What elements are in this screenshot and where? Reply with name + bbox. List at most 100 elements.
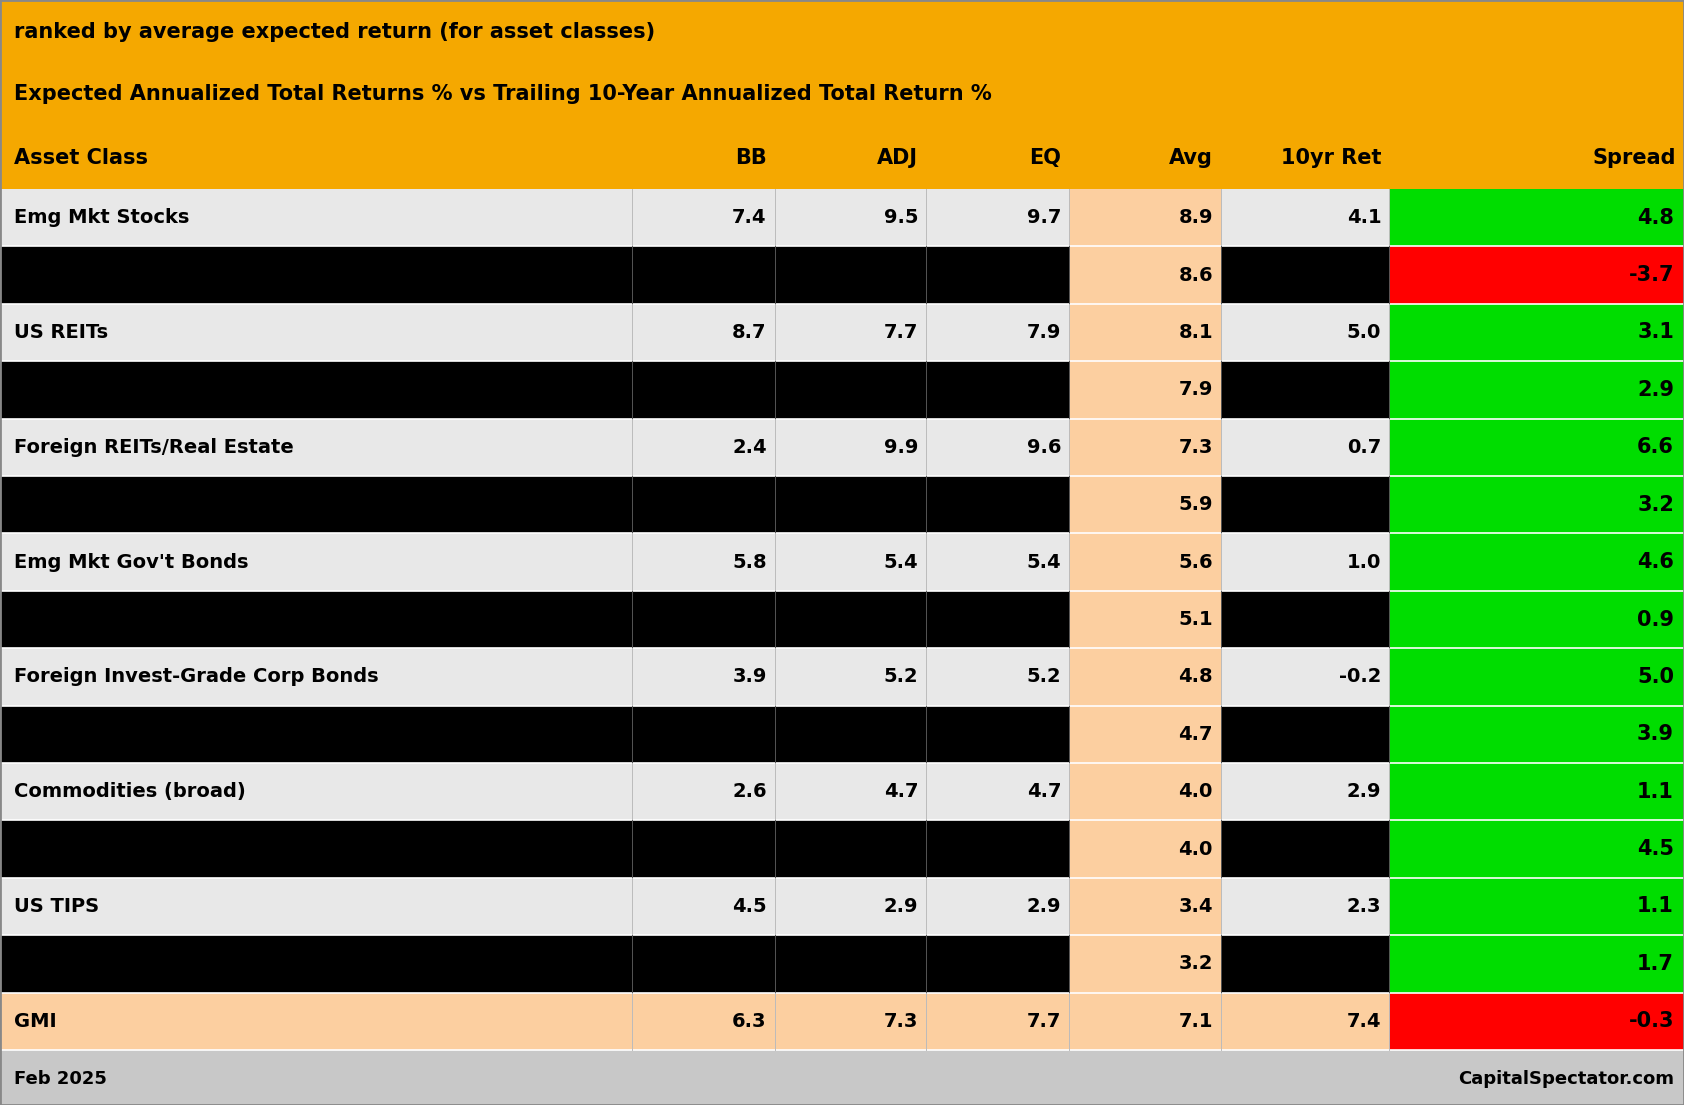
Bar bbox=[926, 304, 1069, 361]
Bar bbox=[1389, 706, 1684, 762]
Text: 2.9: 2.9 bbox=[1347, 782, 1381, 801]
Text: 9.6: 9.6 bbox=[1027, 438, 1061, 456]
Bar bbox=[926, 935, 1069, 992]
Text: Foreign REITs/Real Estate: Foreign REITs/Real Estate bbox=[13, 438, 293, 456]
Bar bbox=[926, 476, 1069, 534]
Bar bbox=[1069, 361, 1221, 419]
Bar bbox=[1069, 189, 1221, 246]
Bar bbox=[1389, 877, 1684, 935]
Text: BB: BB bbox=[734, 148, 766, 168]
Bar bbox=[1069, 992, 1221, 1050]
Text: 7.9: 7.9 bbox=[1179, 380, 1212, 399]
Bar bbox=[1389, 935, 1684, 992]
Text: 1.7: 1.7 bbox=[1637, 954, 1674, 974]
Bar bbox=[1221, 992, 1389, 1050]
Text: 4.8: 4.8 bbox=[1179, 667, 1212, 686]
Bar bbox=[1069, 706, 1221, 762]
Bar bbox=[775, 534, 926, 591]
Text: 6.3: 6.3 bbox=[733, 1012, 766, 1031]
Text: 2.9: 2.9 bbox=[1637, 380, 1674, 400]
Bar bbox=[775, 304, 926, 361]
Bar bbox=[632, 649, 775, 706]
Text: 2.9: 2.9 bbox=[1027, 897, 1061, 916]
Text: 8.7: 8.7 bbox=[733, 323, 766, 343]
Bar bbox=[926, 706, 1069, 762]
Text: -0.3: -0.3 bbox=[1628, 1011, 1674, 1031]
Bar bbox=[1221, 476, 1389, 534]
Bar bbox=[775, 649, 926, 706]
Bar bbox=[0, 935, 632, 992]
Text: -0.2: -0.2 bbox=[1339, 667, 1381, 686]
Bar bbox=[0, 304, 632, 361]
Bar bbox=[775, 820, 926, 877]
Text: 9.7: 9.7 bbox=[1027, 208, 1061, 228]
Text: 4.7: 4.7 bbox=[884, 782, 918, 801]
Bar bbox=[775, 591, 926, 649]
Text: 9.9: 9.9 bbox=[884, 438, 918, 456]
Text: ADJ: ADJ bbox=[877, 148, 918, 168]
Bar bbox=[0, 419, 632, 476]
Bar bbox=[632, 877, 775, 935]
Bar bbox=[775, 476, 926, 534]
Text: 1.0: 1.0 bbox=[1347, 552, 1381, 571]
Text: 0.9: 0.9 bbox=[1637, 610, 1674, 630]
Text: 7.1: 7.1 bbox=[1179, 1012, 1212, 1031]
Bar bbox=[1389, 189, 1684, 246]
Text: 3.1: 3.1 bbox=[1637, 323, 1674, 343]
Text: US REITs: US REITs bbox=[13, 323, 108, 343]
Bar bbox=[775, 762, 926, 820]
Text: Feb 2025: Feb 2025 bbox=[13, 1070, 106, 1087]
Bar bbox=[1069, 820, 1221, 877]
Bar bbox=[926, 762, 1069, 820]
Bar bbox=[0, 1050, 1684, 1105]
Text: 7.4: 7.4 bbox=[733, 208, 766, 228]
Bar bbox=[1221, 935, 1389, 992]
Bar bbox=[1221, 361, 1389, 419]
Bar bbox=[926, 992, 1069, 1050]
Bar bbox=[1221, 649, 1389, 706]
Text: 4.7: 4.7 bbox=[1027, 782, 1061, 801]
Text: Emg Mkt Gov't Bonds: Emg Mkt Gov't Bonds bbox=[13, 552, 249, 571]
Bar bbox=[1389, 992, 1684, 1050]
Text: 9.5: 9.5 bbox=[884, 208, 918, 228]
Text: -3.7: -3.7 bbox=[1628, 265, 1674, 285]
Text: Expected Annualized Total Returns % vs Trailing 10-Year Annualized Total Return : Expected Annualized Total Returns % vs T… bbox=[13, 84, 992, 104]
Text: 7.3: 7.3 bbox=[1179, 438, 1212, 456]
Text: 2.4: 2.4 bbox=[733, 438, 766, 456]
Bar bbox=[0, 762, 632, 820]
Text: 4.6: 4.6 bbox=[1637, 552, 1674, 572]
Bar bbox=[1221, 591, 1389, 649]
Bar bbox=[1069, 591, 1221, 649]
Bar bbox=[632, 361, 775, 419]
Bar bbox=[1389, 476, 1684, 534]
Text: Emg Mkt Stocks: Emg Mkt Stocks bbox=[13, 208, 189, 228]
Text: 4.5: 4.5 bbox=[733, 897, 766, 916]
Bar bbox=[632, 935, 775, 992]
Text: GMI: GMI bbox=[13, 1012, 57, 1031]
Bar bbox=[632, 591, 775, 649]
Bar bbox=[0, 591, 632, 649]
Text: EQ: EQ bbox=[1029, 148, 1061, 168]
Bar bbox=[1389, 762, 1684, 820]
Bar bbox=[1069, 419, 1221, 476]
Bar bbox=[1389, 591, 1684, 649]
Text: ranked by average expected return (for asset classes): ranked by average expected return (for a… bbox=[13, 22, 655, 42]
Bar bbox=[632, 992, 775, 1050]
Text: 8.9: 8.9 bbox=[1179, 208, 1212, 228]
Bar bbox=[0, 189, 632, 246]
Bar bbox=[926, 246, 1069, 304]
Bar bbox=[926, 649, 1069, 706]
Text: 3.2: 3.2 bbox=[1637, 495, 1674, 515]
Bar bbox=[775, 877, 926, 935]
Bar bbox=[1389, 649, 1684, 706]
Bar bbox=[1389, 361, 1684, 419]
Text: 1.1: 1.1 bbox=[1637, 781, 1674, 802]
Bar bbox=[926, 419, 1069, 476]
Bar bbox=[775, 706, 926, 762]
Text: 5.2: 5.2 bbox=[1027, 667, 1061, 686]
Bar bbox=[775, 361, 926, 419]
Text: Foreign Invest-Grade Corp Bonds: Foreign Invest-Grade Corp Bonds bbox=[13, 667, 379, 686]
Bar bbox=[0, 0, 1684, 189]
Bar bbox=[0, 877, 632, 935]
Bar bbox=[0, 476, 632, 534]
